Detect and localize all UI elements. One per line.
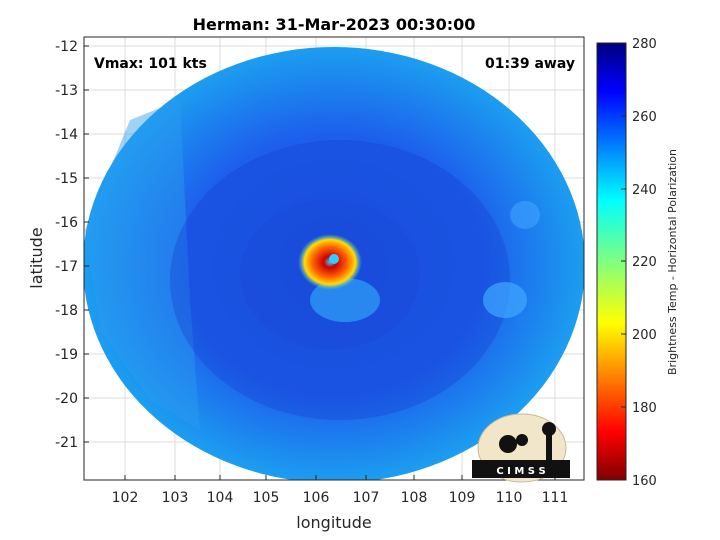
colorbar-tick-label: 260 — [632, 110, 657, 125]
cimss-logo-text: C I M S S — [496, 466, 545, 477]
axes-box — [83, 36, 585, 481]
water-tower-icon — [542, 422, 556, 436]
y-tick-label: -13 — [55, 83, 78, 99]
y-tick-label: -20 — [55, 391, 78, 407]
x-tick-label: 110 — [496, 490, 523, 506]
y-tick-label: -21 — [55, 435, 78, 451]
x-tick-label: 106 — [303, 490, 330, 506]
x-tick-label: 111 — [542, 490, 569, 506]
y-tick-label: -15 — [55, 171, 78, 187]
y-tick-label: -17 — [55, 259, 78, 275]
x-axis-label: longitude — [296, 513, 371, 532]
y-tick-label: -19 — [55, 347, 78, 363]
satellite-dish-icon — [499, 435, 517, 453]
y-tick-label: -14 — [55, 127, 78, 143]
colorbar-tick-label: 160 — [632, 474, 657, 489]
y-axis-label: latitude — [27, 227, 46, 288]
colorbar-tick-label: 240 — [632, 183, 657, 198]
x-tick-label: 104 — [207, 490, 234, 506]
x-tick-label: 102 — [112, 490, 139, 506]
colorbar-tick-label: 180 — [632, 401, 657, 416]
x-tick-label: 108 — [401, 490, 428, 506]
x-tick-label: 103 — [162, 490, 189, 506]
colorbar-tick-label: 220 — [632, 255, 657, 270]
colorbar-tick-label: 200 — [632, 328, 657, 343]
x-tick-label: 105 — [253, 490, 280, 506]
colorbar-tick-label: 280 — [632, 37, 657, 52]
plot-title: Herman: 31-Mar-2023 00:30:00 — [193, 15, 476, 34]
x-tick-label: 107 — [353, 490, 380, 506]
brightness-temperature-swath — [84, 47, 584, 480]
cimss-logo: C I M S S — [472, 413, 570, 483]
x-tick-label: 109 — [449, 490, 476, 506]
y-tick-label: -18 — [55, 303, 78, 319]
y-tick-label: -16 — [55, 215, 78, 231]
vmax-label: Vmax: 101 kts — [94, 56, 207, 72]
colorbar-label: Brightness Temp - Horizontal Polarizatio… — [666, 149, 679, 375]
eye-center — [329, 254, 339, 264]
time-away-label: 01:39 away — [485, 56, 575, 72]
y-tick-label: -12 — [55, 39, 78, 55]
